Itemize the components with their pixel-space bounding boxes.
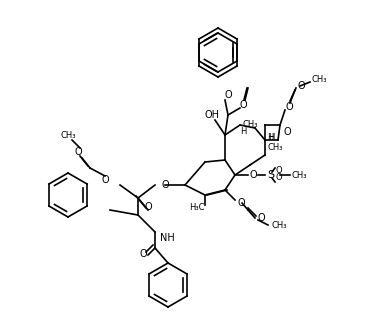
Text: O: O (139, 249, 147, 259)
Text: CH₃: CH₃ (312, 76, 328, 84)
Text: O: O (258, 213, 266, 223)
Text: CH₃: CH₃ (60, 130, 76, 140)
Text: O: O (283, 127, 291, 137)
Text: O: O (162, 180, 169, 190)
Text: O: O (250, 170, 258, 180)
Text: H: H (267, 133, 273, 142)
Text: O: O (240, 100, 248, 110)
Text: O: O (286, 102, 294, 112)
Text: CH₃: CH₃ (267, 144, 283, 152)
Text: CH₃: CH₃ (292, 170, 307, 180)
Text: S: S (267, 170, 274, 180)
Text: NH: NH (160, 233, 175, 243)
Text: CH₃: CH₃ (242, 120, 258, 129)
Text: O: O (101, 175, 109, 185)
Text: H₃C: H₃C (189, 203, 205, 213)
Text: O: O (144, 202, 152, 212)
Text: O: O (74, 147, 82, 157)
Text: H: H (240, 128, 246, 136)
Text: CH₃: CH₃ (272, 220, 288, 230)
Text: OH: OH (205, 110, 220, 120)
Text: O: O (276, 173, 283, 182)
Text: O: O (298, 81, 306, 91)
Text: O: O (276, 166, 283, 175)
Text: O: O (224, 90, 232, 100)
Text: H: H (268, 133, 274, 143)
Text: O: O (238, 198, 246, 208)
